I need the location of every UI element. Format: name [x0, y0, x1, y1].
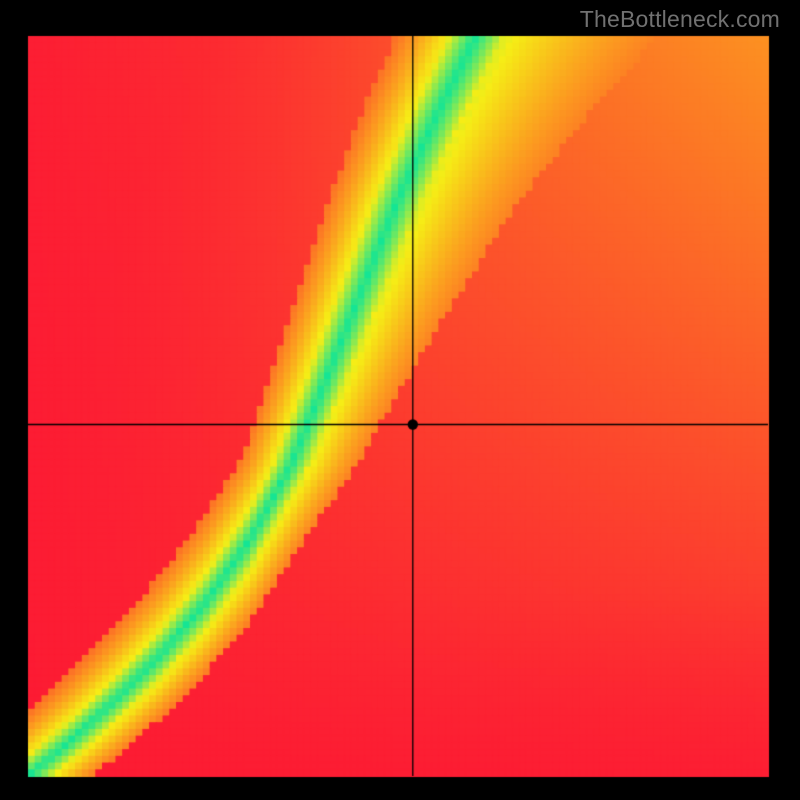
watermark-text: TheBottleneck.com — [580, 6, 780, 33]
bottleneck-heatmap — [0, 0, 800, 800]
